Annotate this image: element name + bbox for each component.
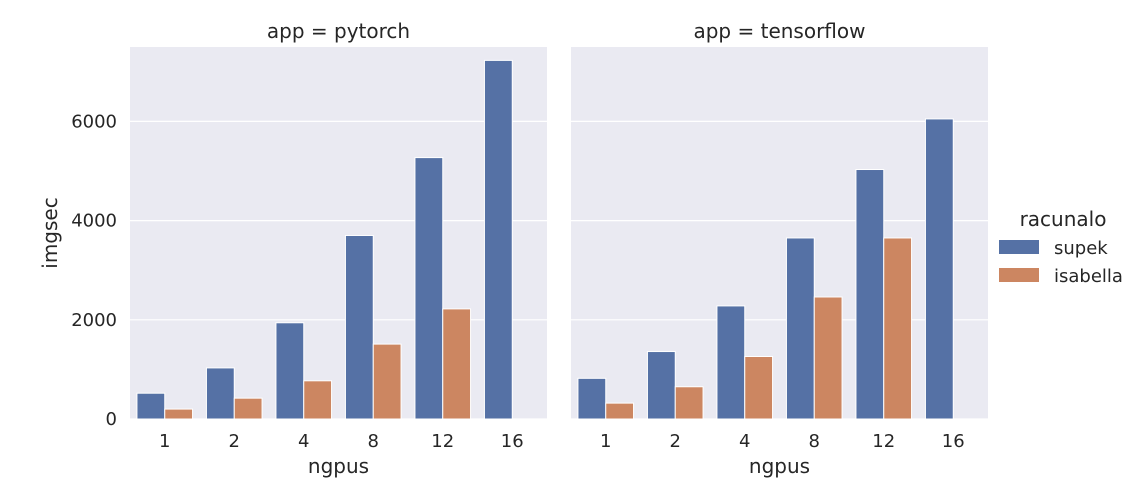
bar-isabella-12 (442, 308, 472, 420)
bar-isabella-12 (883, 237, 913, 420)
bar-isabella-1 (605, 402, 635, 420)
x-tick-label: 8 (368, 431, 379, 452)
y-tick-label: 6000 (71, 111, 117, 132)
x-tick-label: 2 (229, 431, 240, 452)
plot-background (571, 47, 988, 419)
bar-supek-1 (136, 392, 166, 420)
x-tick-label: 16 (942, 431, 965, 452)
x-tick-labels: 1 2 4 8 12 16 (600, 431, 965, 452)
x-axis-label: ngpus (749, 454, 810, 478)
bars (577, 118, 954, 420)
facet-title: app = tensorflow (693, 19, 865, 43)
bar-isabella-2 (233, 397, 263, 420)
x-tick-label: 8 (809, 431, 820, 452)
legend-label-supek: supek (1054, 238, 1108, 259)
x-axis-label: ngpus (308, 454, 369, 478)
bar-supek-4 (716, 305, 746, 420)
bar-supek-16 (483, 59, 513, 420)
x-tick-label: 16 (501, 431, 524, 452)
bar-supek-12 (414, 157, 444, 420)
x-tick-label: 4 (298, 431, 309, 452)
gridlines (571, 120, 988, 420)
facet-panel-tensorflow: 1 2 4 8 12 16 app = tensorflow ngpus (571, 19, 988, 478)
bar-isabella-2 (674, 386, 704, 420)
bar-supek-2 (205, 367, 235, 420)
y-tick-label: 2000 (71, 310, 117, 331)
bar-isabella-4 (303, 380, 333, 420)
plot-background (130, 47, 547, 419)
facet-title: app = pytorch (267, 19, 410, 43)
bar-isabella-1 (164, 408, 194, 420)
legend-swatch-supek (999, 240, 1039, 254)
bar-isabella-4 (744, 356, 774, 420)
y-tick-label: 4000 (71, 211, 117, 232)
bar-isabella-8 (372, 343, 402, 420)
bar-supek-1 (577, 377, 607, 420)
y-tick-labels: 0 2000 4000 6000 (71, 111, 117, 430)
bar-supek-8 (344, 234, 374, 420)
x-tick-label: 12 (872, 431, 895, 452)
bar-supek-12 (855, 169, 885, 420)
legend: racunalo supek isabella (999, 207, 1123, 287)
bar-supek-2 (646, 351, 676, 420)
gridlines (130, 120, 547, 420)
x-tick-label: 12 (431, 431, 454, 452)
x-tick-label: 2 (670, 431, 681, 452)
bars (136, 59, 513, 420)
facet-panel-pytorch: 1 2 4 8 12 16 app = pytorch ngpus (130, 19, 547, 478)
legend-swatch-isabella (999, 268, 1039, 282)
bar-supek-16 (924, 118, 954, 420)
x-tick-label: 4 (739, 431, 750, 452)
y-tick-label: 0 (106, 409, 117, 430)
legend-label-isabella: isabella (1054, 266, 1123, 287)
x-tick-label: 1 (600, 431, 611, 452)
legend-title: racunalo (1020, 207, 1107, 231)
bar-supek-8 (785, 237, 815, 420)
bar-supek-4 (275, 322, 305, 420)
x-tick-labels: 1 2 4 8 12 16 (159, 431, 524, 452)
y-axis-label: imgsec (38, 197, 62, 268)
bar-isabella-8 (813, 296, 843, 420)
x-tick-label: 1 (159, 431, 170, 452)
